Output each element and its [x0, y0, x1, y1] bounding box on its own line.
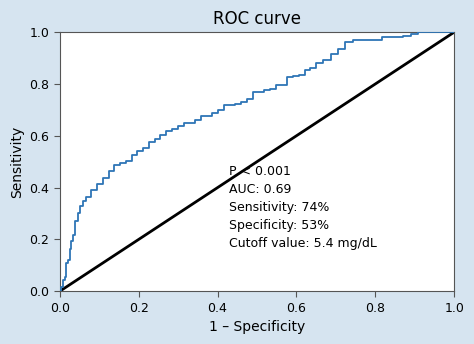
- Y-axis label: Sensitivity: Sensitivity: [10, 126, 24, 198]
- X-axis label: 1 – Specificity: 1 – Specificity: [209, 320, 305, 334]
- Title: ROC curve: ROC curve: [213, 10, 301, 28]
- Text: P < 0.001
AUC: 0.69
Sensitivity: 74%
Specificity: 53%
Cutoff value: 5.4 mg/dL: P < 0.001 AUC: 0.69 Sensitivity: 74% Spe…: [229, 165, 377, 250]
